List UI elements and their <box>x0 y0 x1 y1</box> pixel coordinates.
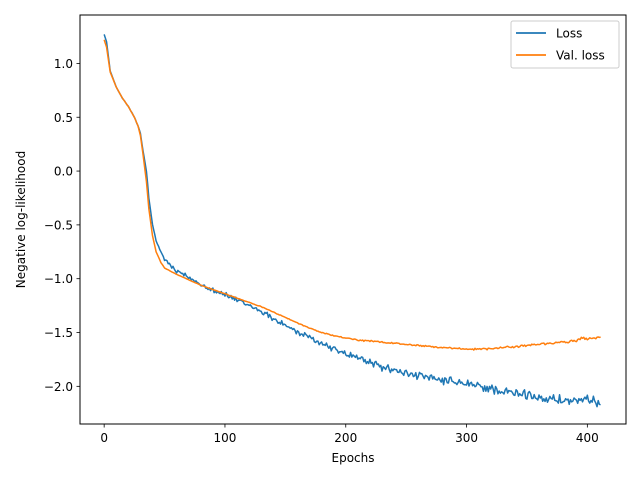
x-tick-label: 300 <box>455 431 478 445</box>
y-tick-label: 0.5 <box>54 111 73 125</box>
plot-lines <box>103 34 601 408</box>
y-tick-label: 0.0 <box>54 165 73 179</box>
legend: Loss Val. loss <box>510 20 620 69</box>
legend-label-loss: Loss <box>556 27 582 41</box>
x-axis-label: Epochs <box>332 451 375 465</box>
series-line-val-loss <box>103 39 601 351</box>
y-tick-label: 1.0 <box>54 57 73 71</box>
plot-frame <box>79 14 627 425</box>
y-tick-label: −2.0 <box>44 380 73 394</box>
series-line-loss <box>103 34 601 408</box>
y-tick-label: −1.0 <box>44 272 73 286</box>
y-tick-label: −1.5 <box>44 326 73 340</box>
x-tick-label: 0 <box>100 431 108 445</box>
legend-label-val-loss: Val. loss <box>556 49 605 63</box>
x-tick-label: 200 <box>334 431 357 445</box>
y-tick-label: −0.5 <box>44 218 73 232</box>
x-tick-label: 400 <box>576 431 599 445</box>
x-tick-label: 100 <box>214 431 237 445</box>
x-axis: 0 100 200 300 400 <box>100 424 599 445</box>
y-axis-label: Negative log-likelihood <box>14 151 28 288</box>
y-axis: −2.0 −1.5 −1.0 −0.5 0.0 0.5 1.0 <box>44 57 80 394</box>
